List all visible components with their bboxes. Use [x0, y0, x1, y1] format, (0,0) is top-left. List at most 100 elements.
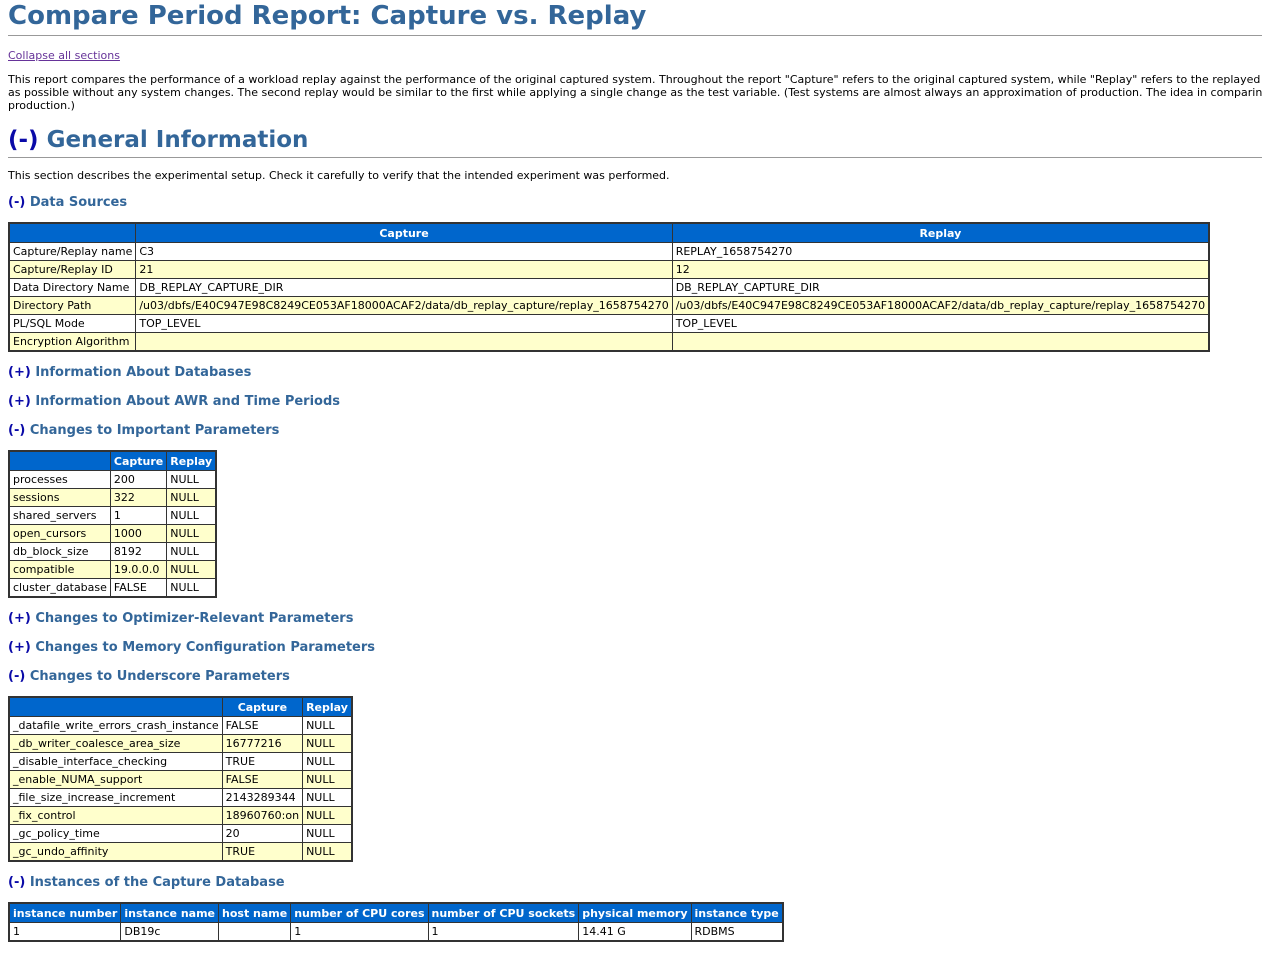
cell: compatible	[8, 560, 111, 579]
toggle[interactable]: (+)	[8, 640, 31, 655]
column-header	[8, 696, 223, 717]
cell: NULL	[302, 806, 353, 825]
cell: processes	[8, 470, 111, 489]
cell	[671, 332, 1210, 352]
heading-text: Instances of the Capture Database	[29, 875, 285, 890]
cell: 322	[109, 488, 168, 507]
column-header: Replay	[671, 222, 1210, 243]
heading-text: Data Sources	[29, 195, 128, 210]
cell: 2143289344	[221, 788, 304, 807]
toggle[interactable]: (+)	[8, 394, 31, 409]
column-header: physical memory	[578, 902, 692, 923]
cell: 12	[671, 260, 1210, 279]
cell: 14.41 G	[578, 922, 692, 942]
cell: open_cursors	[8, 524, 111, 543]
cell: TOP_LEVEL	[671, 314, 1210, 333]
table-row: Capture/Replay ID 21 12	[8, 260, 1210, 279]
cell: 1	[427, 922, 580, 942]
table-row: Capture/Replay name C3 REPLAY_1658754270	[8, 242, 1210, 261]
subsection-heading: (-) Instances of the Capture Database	[8, 874, 1262, 891]
cell: NULL	[302, 824, 353, 843]
cell: 19.0.0.0	[109, 560, 168, 579]
column-header: host name	[218, 902, 292, 923]
cell: _gc_undo_affinity	[8, 842, 223, 862]
table-row: shared_servers 1 NULL	[8, 506, 217, 525]
table-row: db_block_size 8192 NULL	[8, 542, 217, 561]
cell: NULL	[302, 788, 353, 807]
heading-text: Changes to Important Parameters	[29, 423, 280, 438]
collapse-link[interactable]: Collapse all sections	[8, 49, 120, 62]
cell: _file_size_increase_increment	[8, 788, 223, 807]
intro-line: This report compares the performance of …	[8, 73, 1262, 86]
data-table: Capture Replay _datafile_write_errors_cras…	[8, 696, 353, 862]
cell: RDBMS	[690, 922, 784, 942]
column-header: Capture	[135, 222, 673, 243]
heading-text: Changes to Memory Configuration Paramete…	[35, 640, 376, 655]
cell: 1	[109, 506, 168, 525]
column-header: Replay	[166, 450, 217, 471]
cell: NULL	[166, 542, 217, 561]
cell: NULL	[166, 524, 217, 543]
toggle[interactable]: (-)	[8, 127, 39, 153]
description: This section describes the experimental …	[8, 169, 670, 182]
data-table: instance number instance name host name num…	[8, 902, 784, 942]
cell: shared_servers	[8, 506, 111, 525]
cell: _enable_NUMA_support	[8, 770, 223, 789]
cell: FALSE	[109, 578, 168, 598]
table-row: open_cursors 1000 NULL	[8, 524, 217, 543]
heading-text: Information About AWR and Time Periods	[35, 394, 341, 409]
column-header	[8, 450, 111, 471]
cell: C3	[135, 242, 673, 261]
cell: 1000	[109, 524, 168, 543]
cell: 20	[221, 824, 304, 843]
table-row: sessions 322 NULL	[8, 488, 217, 507]
cell: Directory Path	[8, 296, 137, 315]
column-header: Capture	[109, 450, 168, 471]
cell: /u03/dbfs/E40C947E98C8249CE053AF18000ACA…	[135, 296, 673, 315]
heading-text: Information About Databases	[35, 365, 252, 380]
cell: _db_writer_coalesce_area_size	[8, 734, 223, 753]
subsection-heading: (-) Changes to Important Parameters	[8, 422, 1262, 439]
cell: NULL	[166, 560, 217, 579]
table-row: Encryption Algorithm	[8, 332, 1210, 352]
table-row: _enable_NUMA_support FALSE NULL	[8, 770, 353, 789]
table-row: PL/SQL Mode TOP_LEVEL TOP_LEVEL	[8, 314, 1210, 333]
cell: REPLAY_1658754270	[671, 242, 1210, 261]
cell: 21	[135, 260, 673, 279]
column-header: instance name	[120, 902, 220, 923]
cell	[218, 922, 292, 942]
toggle[interactable]: (-)	[8, 875, 26, 890]
cell: FALSE	[221, 716, 304, 735]
cell: 1	[8, 922, 122, 942]
toggle[interactable]: (-)	[8, 669, 26, 684]
data-table: Capture Replay Capture/Replay name C3 REPLAY…	[8, 222, 1211, 352]
cell: NULL	[166, 488, 217, 507]
column-header: instance type	[690, 902, 784, 923]
cell: NULL	[166, 506, 217, 525]
column-header: Capture	[221, 696, 304, 717]
table-row: Data Directory Name DB_REPLAY_CAPTURE_DIR…	[8, 278, 1210, 297]
toggle[interactable]: (-)	[8, 423, 26, 438]
data-table: Capture Replay processes 200 NULL sessions 322…	[8, 450, 218, 598]
cell: NULL	[302, 734, 353, 753]
cell	[135, 332, 673, 352]
intro-line: as possible without any system changes. …	[8, 86, 1262, 99]
toggle[interactable]: (+)	[8, 365, 31, 380]
cell: DB19c	[120, 922, 220, 942]
cell: _datafile_write_errors_crash_instance	[8, 716, 223, 735]
table-row: _file_size_increase_increment 2143289344 N…	[8, 788, 353, 807]
toggle[interactable]: (+)	[8, 611, 31, 626]
heading-text: Changes to Underscore Parameters	[29, 669, 290, 684]
cell: _fix_control	[8, 806, 223, 825]
toggle[interactable]: (-)	[8, 195, 26, 210]
table-row: _gc_policy_time 20 NULL	[8, 824, 353, 843]
column-header	[8, 222, 137, 243]
table-row: compatible 19.0.0.0 NULL	[8, 560, 217, 579]
cell: 200	[109, 470, 168, 489]
table-row: Directory Path/u03/dbfs/E40C947E98C8249C…	[8, 296, 1210, 315]
heading-text: Changes to Optimizer-Relevant Parameters	[35, 611, 354, 626]
cell: NULL	[166, 470, 217, 489]
cell: TRUE	[221, 752, 304, 771]
cell: _gc_policy_time	[8, 824, 223, 843]
header-row: Capture Replay	[8, 222, 1210, 243]
